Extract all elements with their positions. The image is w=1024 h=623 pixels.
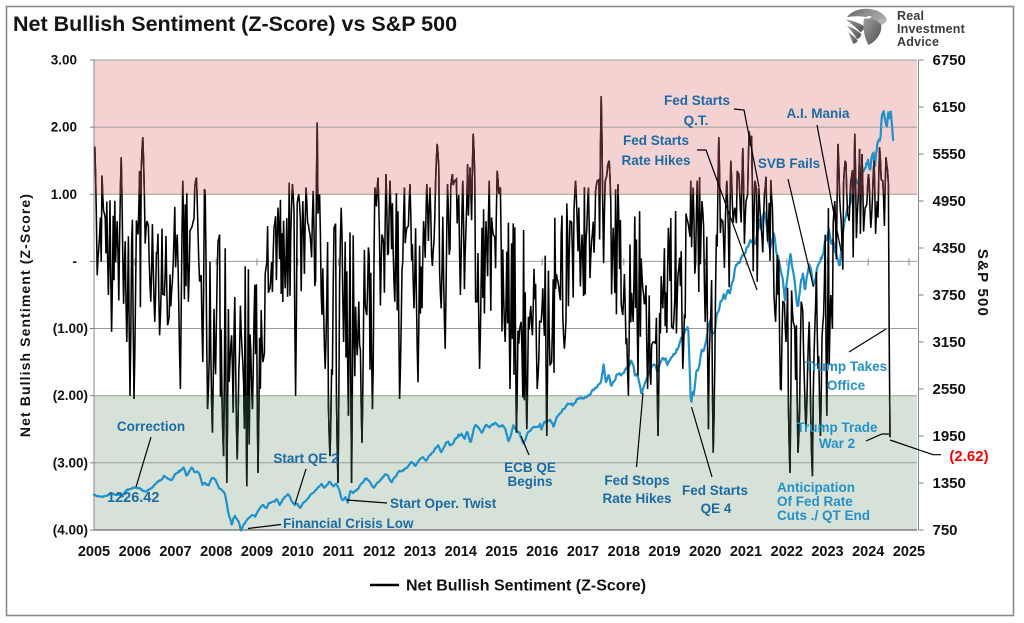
svg-text:(1.00): (1.00) xyxy=(53,321,88,336)
svg-text:2.00: 2.00 xyxy=(51,120,77,135)
svg-text:2010: 2010 xyxy=(282,544,314,560)
svg-text:3.00: 3.00 xyxy=(51,53,77,68)
svg-text:Net Bullish Sentiment (Z-Score: Net Bullish Sentiment (Z-Score) xyxy=(17,193,33,437)
svg-text:2006: 2006 xyxy=(119,544,151,560)
svg-text:SVB Fails: SVB Fails xyxy=(758,156,820,171)
svg-text:S&P 500: S&P 500 xyxy=(974,249,991,317)
svg-text:Trump Takes: Trump Takes xyxy=(805,359,887,374)
svg-text:Fed Starts: Fed Starts xyxy=(682,483,748,498)
svg-text:Net Bullish Sentiment (Z-Score: Net Bullish Sentiment (Z-Score) xyxy=(406,578,646,595)
svg-text:3750: 3750 xyxy=(933,287,966,304)
svg-text:2014: 2014 xyxy=(445,544,477,560)
svg-text:Office: Office xyxy=(827,378,866,393)
svg-text:2021: 2021 xyxy=(730,544,762,560)
svg-text:2005: 2005 xyxy=(78,544,110,560)
svg-text:(3.00): (3.00) xyxy=(53,455,88,470)
svg-text:Anticipation: Anticipation xyxy=(777,480,855,495)
svg-text:2008: 2008 xyxy=(200,544,232,560)
svg-text:5550: 5550 xyxy=(933,146,966,163)
svg-text:1350: 1350 xyxy=(933,475,966,492)
svg-text:War 2: War 2 xyxy=(819,436,855,451)
svg-text:2023: 2023 xyxy=(811,544,843,560)
svg-text:Advice: Advice xyxy=(897,35,939,49)
svg-text:Begins: Begins xyxy=(507,474,552,489)
svg-text:3150: 3150 xyxy=(933,334,966,351)
svg-text:2022: 2022 xyxy=(771,544,803,560)
svg-text:2550: 2550 xyxy=(933,381,966,398)
svg-text:6150: 6150 xyxy=(933,99,966,116)
svg-text:Real: Real xyxy=(897,9,924,23)
svg-text:2024: 2024 xyxy=(852,544,884,560)
svg-text:2012: 2012 xyxy=(363,544,395,560)
svg-text:Rate Hikes: Rate Hikes xyxy=(621,153,690,168)
svg-text:-: - xyxy=(73,254,78,269)
svg-text:2013: 2013 xyxy=(404,544,436,560)
svg-text:2018: 2018 xyxy=(608,544,640,560)
svg-text:(2.62): (2.62) xyxy=(949,448,988,465)
svg-text:Start QE 2: Start QE 2 xyxy=(273,451,338,466)
svg-text:Cuts ./ QT End: Cuts ./ QT End xyxy=(777,508,870,523)
svg-text:A.I. Mania: A.I. Mania xyxy=(786,106,850,121)
svg-text:Correction: Correction xyxy=(117,419,185,434)
svg-text:2015: 2015 xyxy=(485,544,517,560)
svg-text:Rate Hikes: Rate Hikes xyxy=(602,491,671,506)
svg-text:Q.T.: Q.T. xyxy=(684,113,709,128)
svg-text:QE 4: QE 4 xyxy=(701,501,732,516)
svg-text:4350: 4350 xyxy=(933,240,966,257)
svg-text:2019: 2019 xyxy=(648,544,680,560)
svg-text:2017: 2017 xyxy=(567,544,599,560)
svg-text:2009: 2009 xyxy=(241,544,273,560)
svg-text:Fed Starts: Fed Starts xyxy=(623,133,689,148)
svg-text:1.00: 1.00 xyxy=(51,187,77,202)
svg-text:Fed Stops: Fed Stops xyxy=(604,473,669,488)
svg-text:Trump Trade: Trump Trade xyxy=(796,420,878,435)
svg-text:1226.42: 1226.42 xyxy=(107,490,159,506)
svg-text:(2.00): (2.00) xyxy=(53,388,88,403)
svg-text:Investment: Investment xyxy=(897,22,966,36)
svg-text:Net Bullish Sentiment (Z-Score: Net Bullish Sentiment (Z-Score) vs S&P 5… xyxy=(13,12,457,36)
svg-text:2025: 2025 xyxy=(893,544,925,560)
svg-text:Start Oper. Twist: Start Oper. Twist xyxy=(390,496,497,511)
svg-text:Fed Starts: Fed Starts xyxy=(664,93,730,108)
svg-text:1950: 1950 xyxy=(933,428,966,445)
svg-text:2020: 2020 xyxy=(689,544,721,560)
svg-text:2011: 2011 xyxy=(323,544,354,560)
svg-text:ECB QE: ECB QE xyxy=(504,460,556,475)
svg-text:(4.00): (4.00) xyxy=(53,523,88,538)
svg-text:Financial Crisis Low: Financial Crisis Low xyxy=(283,516,414,531)
svg-text:4950: 4950 xyxy=(933,193,966,210)
svg-text:750: 750 xyxy=(933,522,958,539)
svg-text:6750: 6750 xyxy=(933,52,966,69)
svg-text:Of Fed Rate: Of Fed Rate xyxy=(777,494,853,509)
svg-text:2007: 2007 xyxy=(159,544,191,560)
svg-text:2016: 2016 xyxy=(526,544,558,560)
